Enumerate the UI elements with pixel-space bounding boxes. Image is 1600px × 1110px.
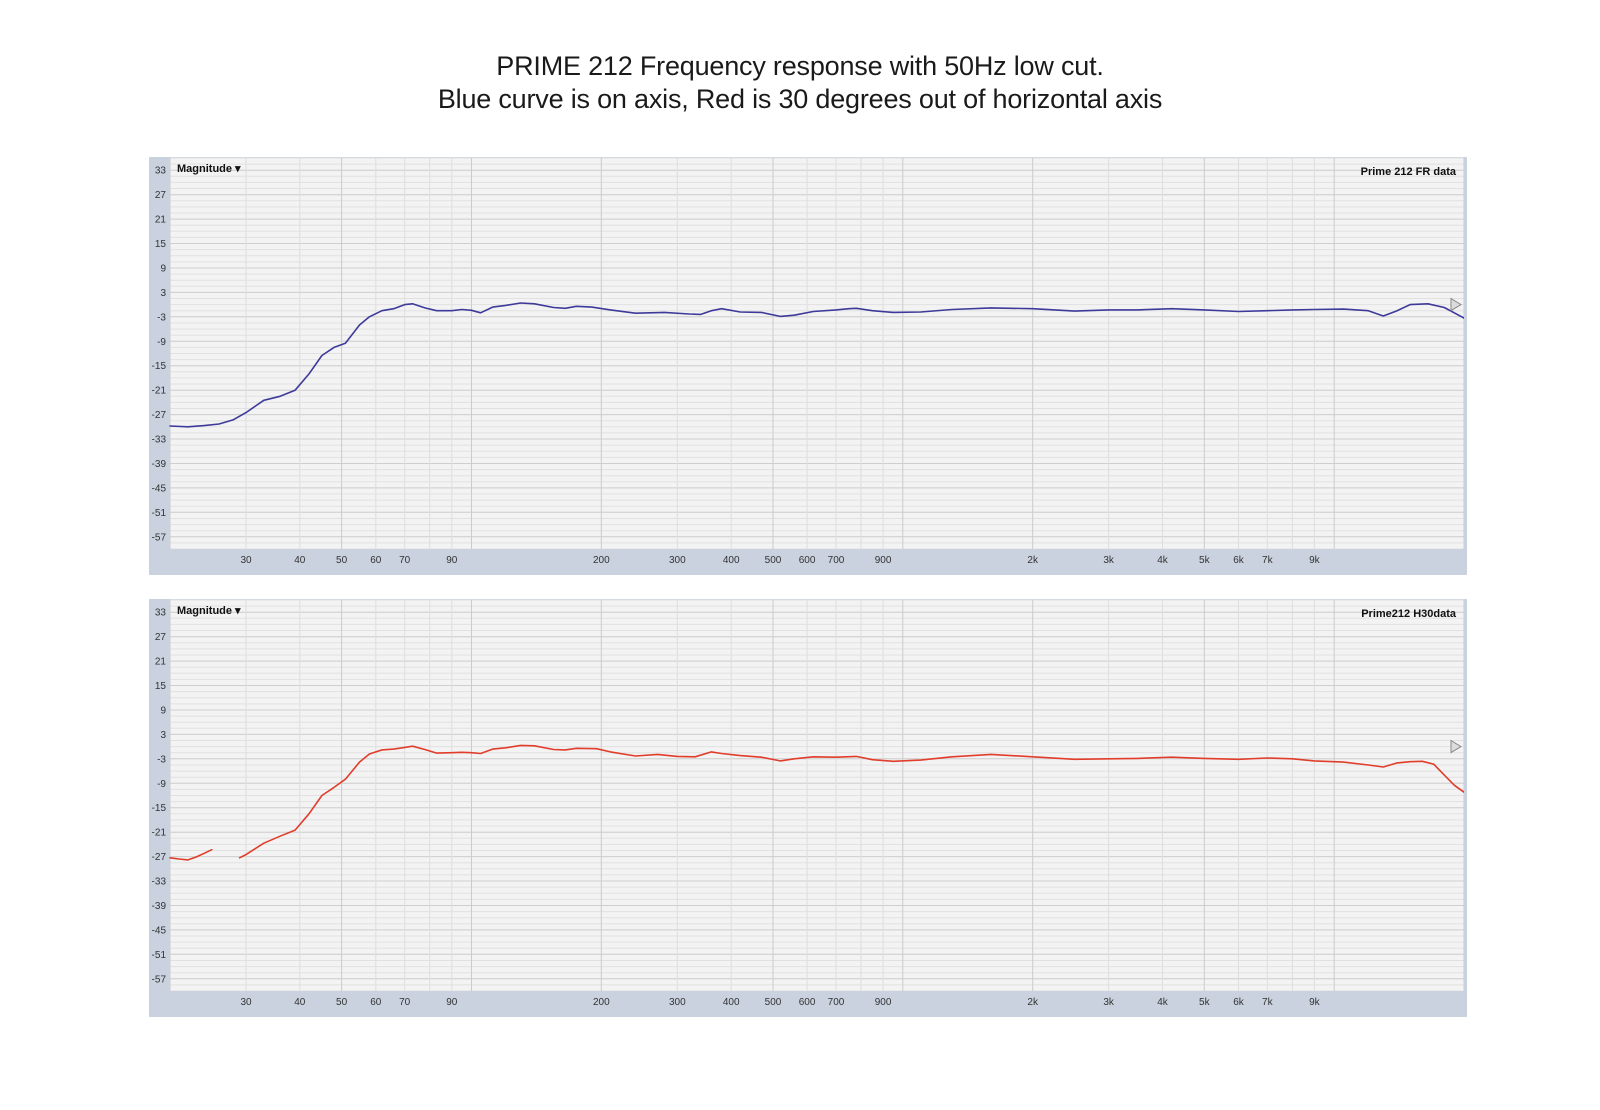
chart-title-line-2: Blue curve is on axis, Red is 30 degrees… — [437, 84, 1163, 114]
y-tick-label: 33 — [155, 166, 167, 177]
y-tick-label: 21 — [155, 215, 167, 226]
magnitude-menu[interactable]: Magnitude ▾ — [177, 605, 241, 617]
x-tick-label: 300 — [669, 555, 686, 566]
x-tick-label: 50 — [336, 997, 348, 1008]
y-tick-label: -15 — [152, 361, 167, 372]
h30-chart: 33 27 21 15 9 3 -3 -9 -15 -21 -27 -33 -39 -45 -51 -57 30… — [149, 599, 1467, 1017]
y-tick-label: 15 — [155, 681, 167, 692]
frequency-response-panel-on-axis: 33 27 21 15 9 3 -3 -9 -15 -21 -27 -33 -39 -45 -51 -57 30… — [149, 157, 1467, 575]
y-tick-label: -21 — [152, 386, 167, 397]
y-tick-label: -27 — [152, 410, 167, 421]
x-tick-label: 400 — [723, 555, 740, 566]
x-tick-label: 50 — [336, 555, 348, 566]
y-tick-label: -3 — [157, 312, 166, 323]
y-tick-label: 9 — [160, 706, 166, 717]
x-axis-strip — [149, 549, 1467, 575]
x-tick-label: 7k — [1262, 555, 1274, 566]
y-tick-label: -57 — [152, 532, 167, 543]
x-tick-label: 90 — [446, 555, 458, 566]
y-tick-label: -9 — [157, 337, 166, 348]
x-tick-label: 6k — [1233, 555, 1245, 566]
x-tick-label: 30 — [240, 997, 252, 1008]
y-tick-label: -21 — [152, 828, 167, 839]
x-tick-label: 90 — [446, 997, 458, 1008]
x-tick-label: 70 — [399, 555, 411, 566]
y-tick-label: -51 — [152, 950, 167, 961]
level-marker-icon[interactable] — [1450, 297, 1462, 312]
y-tick-label: -45 — [152, 925, 167, 936]
x-tick-label: 3k — [1103, 997, 1115, 1008]
chart-title-line-1: PRIME 212 Frequency response with 50Hz l… — [496, 51, 1104, 81]
grid — [169, 157, 1465, 550]
x-tick-label: 200 — [593, 555, 610, 566]
x-tick-label: 900 — [875, 555, 892, 566]
y-tick-label: -9 — [157, 779, 166, 790]
x-tick-label: 600 — [799, 997, 816, 1008]
x-tick-label: 60 — [370, 997, 382, 1008]
x-tick-label: 4k — [1157, 555, 1169, 566]
right-border — [1464, 157, 1467, 575]
y-tick-label: 27 — [155, 190, 167, 201]
magnitude-menu[interactable]: Magnitude ▾ — [177, 163, 241, 175]
y-tick-label: -57 — [152, 974, 167, 985]
y-tick-label: -15 — [152, 803, 167, 814]
y-tick-label: 15 — [155, 239, 167, 250]
x-tick-label: 40 — [294, 997, 306, 1008]
x-tick-label: 700 — [828, 997, 845, 1008]
x-tick-label: 2k — [1027, 555, 1039, 566]
x-tick-label: 3k — [1103, 555, 1115, 566]
x-tick-label: 40 — [294, 555, 306, 566]
level-marker-icon[interactable] — [1450, 739, 1462, 754]
y-tick-label: -27 — [152, 852, 167, 863]
y-tick-label: 27 — [155, 632, 167, 643]
y-tick-label: 3 — [160, 730, 166, 741]
x-tick-label: 500 — [765, 555, 782, 566]
x-tick-label: 700 — [828, 555, 845, 566]
x-tick-label: 200 — [593, 997, 610, 1008]
y-tick-label: 21 — [155, 657, 167, 668]
x-tick-label: 70 — [399, 997, 411, 1008]
x-tick-label: 400 — [723, 997, 740, 1008]
y-tick-label: -3 — [157, 754, 166, 765]
x-tick-label: 9k — [1309, 555, 1321, 566]
x-tick-label: 60 — [370, 555, 382, 566]
x-tick-label: 30 — [240, 555, 252, 566]
y-tick-label: -39 — [152, 459, 167, 470]
x-tick-label: 6k — [1233, 997, 1245, 1008]
y-tick-label: 9 — [160, 264, 166, 275]
x-tick-label: 9k — [1309, 997, 1321, 1008]
response-curve — [238, 744, 1465, 859]
response-curve — [169, 848, 213, 861]
x-tick-label: 5k — [1199, 997, 1211, 1008]
x-tick-label: 7k — [1262, 997, 1274, 1008]
series-name-label: Prime 212 FR data — [1361, 166, 1457, 178]
y-tick-label: -51 — [152, 508, 167, 519]
y-tick-label: -39 — [152, 901, 167, 912]
y-tick-label: 33 — [155, 608, 167, 619]
x-axis-strip — [149, 991, 1467, 1017]
on-axis-chart: 33 27 21 15 9 3 -3 -9 -15 -21 -27 -33 -39 -45 -51 -57 30… — [149, 157, 1467, 575]
response-curve — [169, 302, 1465, 428]
right-border — [1464, 599, 1467, 1017]
y-axis-strip — [149, 157, 170, 575]
y-tick-label: -33 — [152, 877, 167, 888]
x-tick-label: 500 — [765, 997, 782, 1008]
y-axis-strip — [149, 599, 170, 1017]
x-tick-label: 2k — [1027, 997, 1039, 1008]
y-tick-label: -33 — [152, 435, 167, 446]
x-tick-label: 5k — [1199, 555, 1211, 566]
y-tick-label: 3 — [160, 288, 166, 299]
series-name-label: Prime212 H30data — [1361, 608, 1457, 620]
y-tick-label: -45 — [152, 483, 167, 494]
x-tick-label: 900 — [875, 997, 892, 1008]
frequency-response-panel-30-degrees: 33 27 21 15 9 3 -3 -9 -15 -21 -27 -33 -39 -45 -51 -57 30… — [149, 599, 1467, 1017]
x-tick-label: 300 — [669, 997, 686, 1008]
x-tick-label: 600 — [799, 555, 816, 566]
chart-title: PRIME 212 Frequency response with 50Hz l… — [0, 50, 1600, 116]
x-tick-label: 4k — [1157, 997, 1169, 1008]
